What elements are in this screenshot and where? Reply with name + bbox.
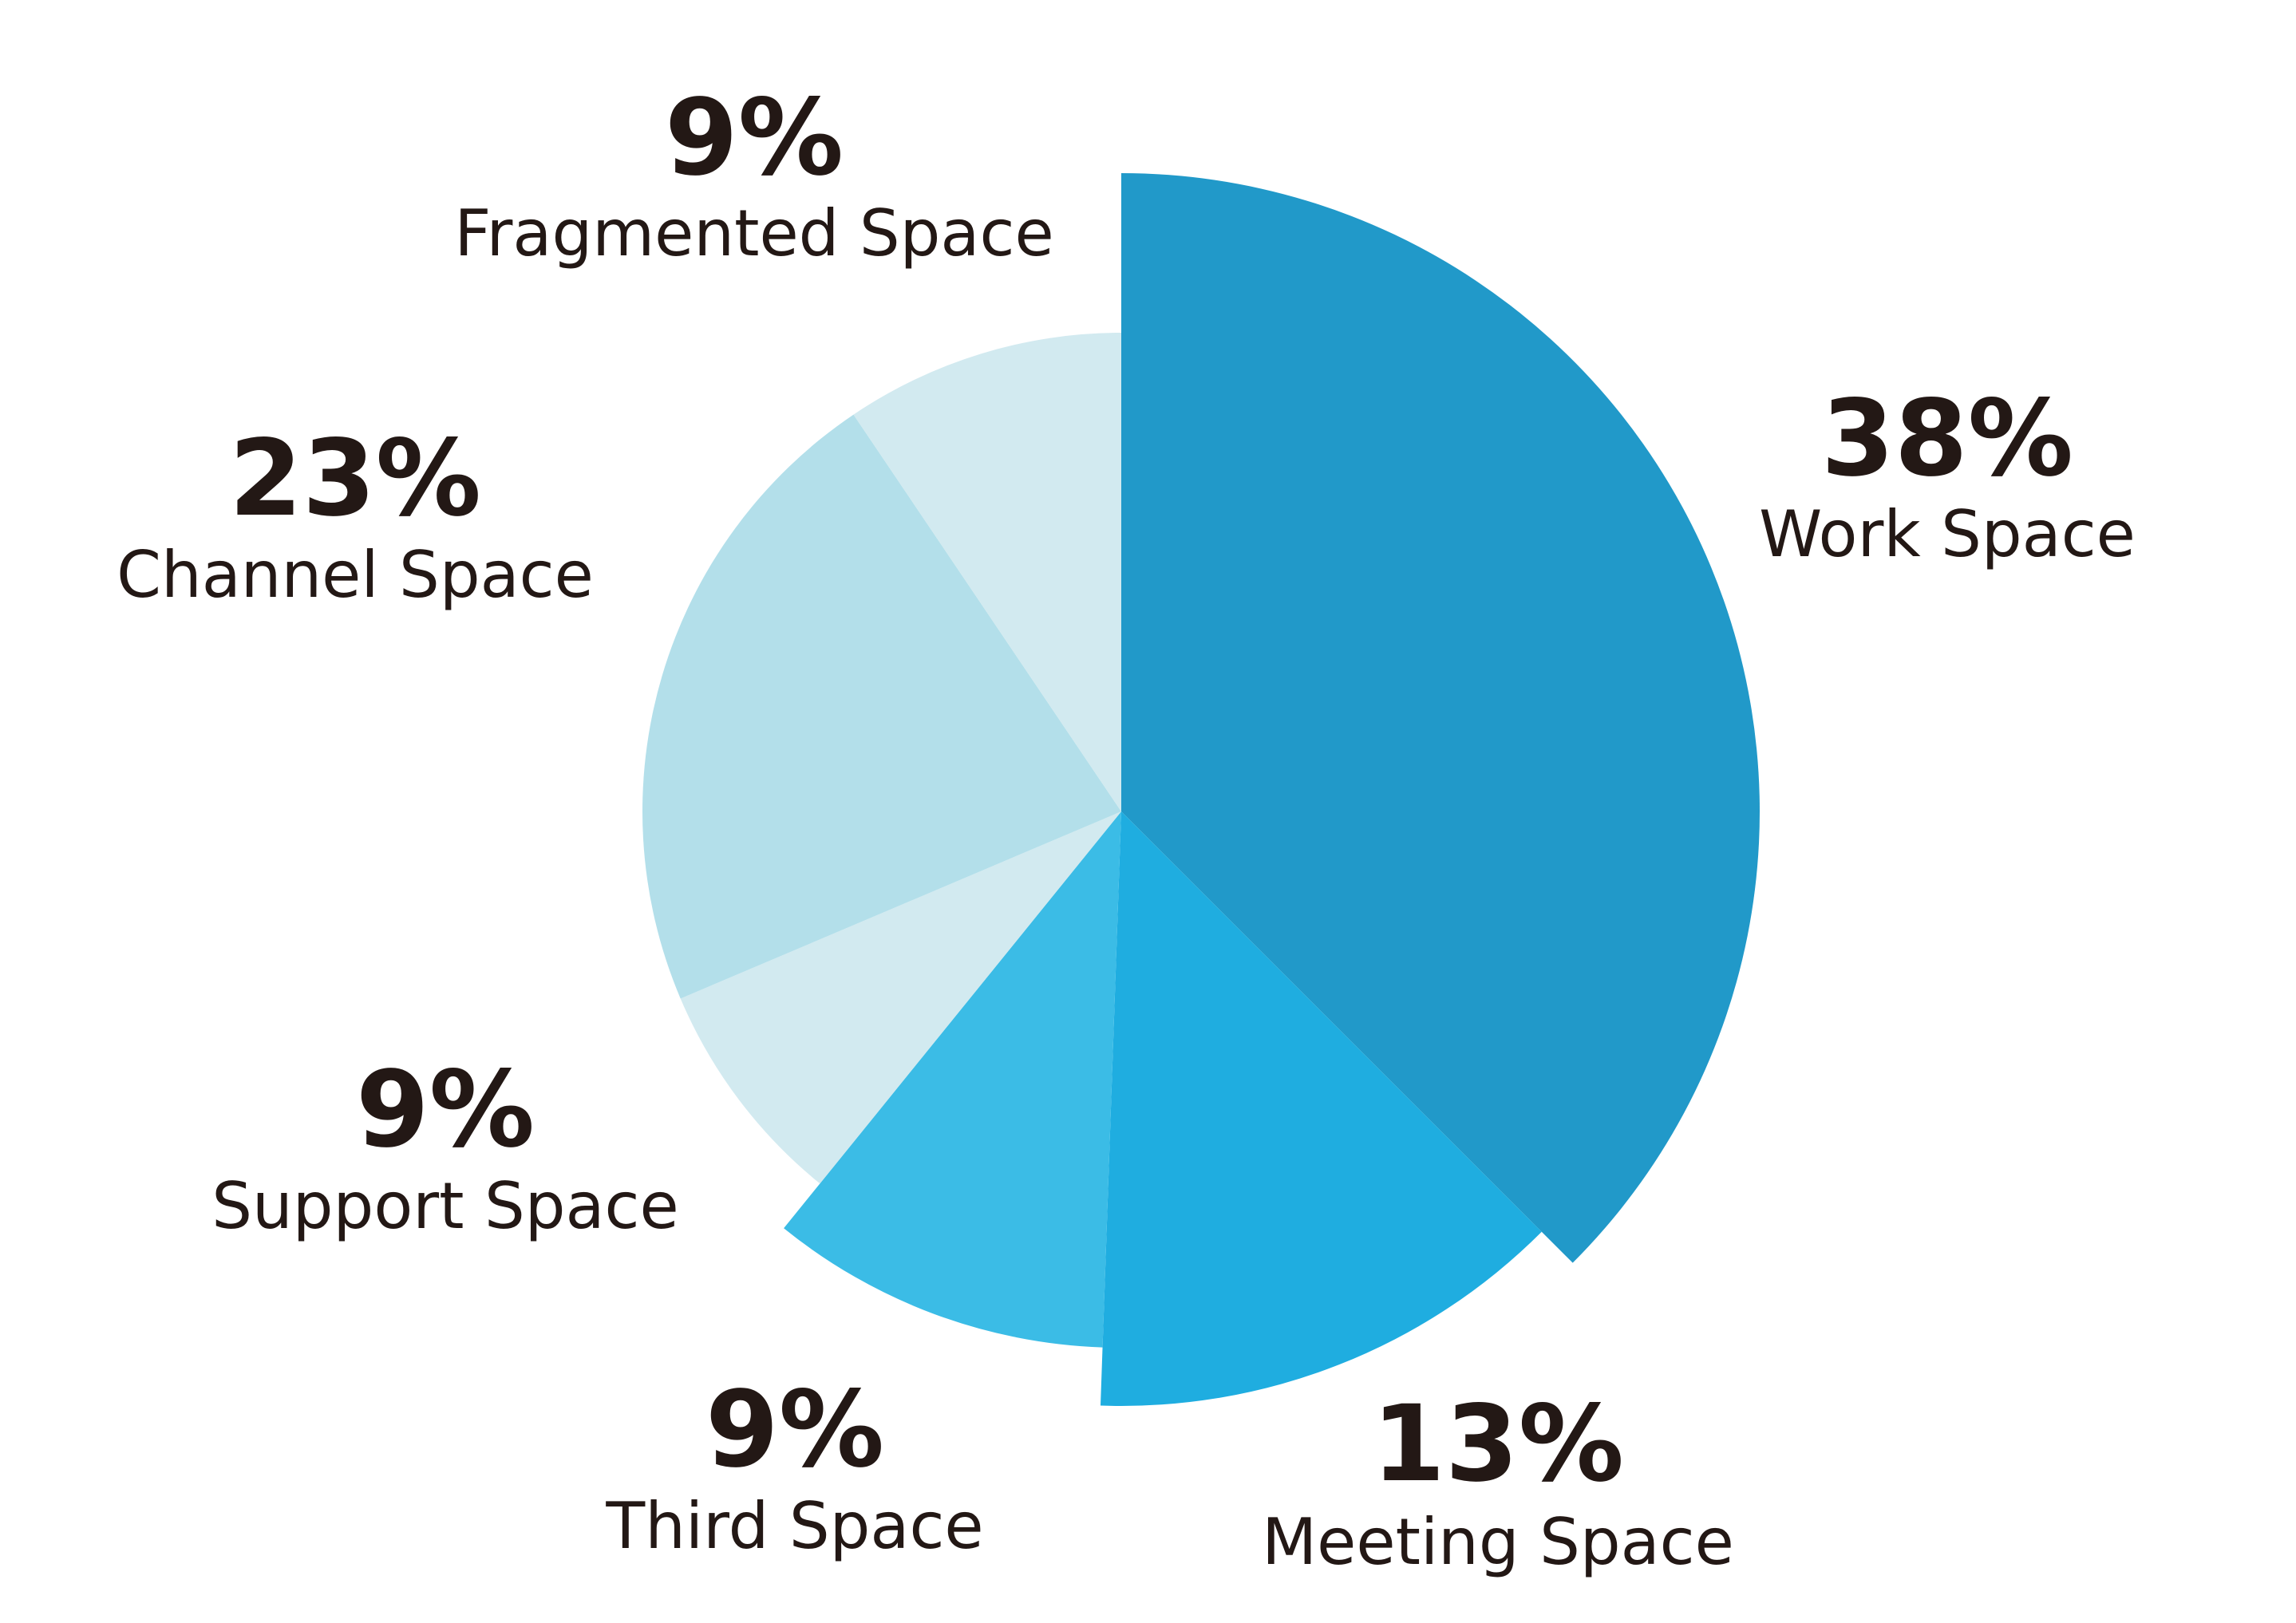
support-space-percent: 9%: [356, 1048, 535, 1171]
slice-fragmented-space: [853, 333, 1121, 812]
fragmented-space-name: Fragmented Space: [454, 196, 1053, 270]
third-space-percent: 9%: [705, 1368, 884, 1491]
slice-work-space: [1121, 173, 1760, 1263]
third-space-name: Third Space: [605, 1489, 983, 1563]
pie-slices: [642, 173, 1760, 1406]
slice-third-space: [784, 812, 1121, 1348]
work-space-percent: 38%: [1821, 377, 2073, 500]
meeting-space-name: Meeting Space: [1262, 1505, 1734, 1579]
slice-meeting-space: [1100, 812, 1542, 1406]
slice-channel-space: [642, 414, 1121, 999]
channel-space-name: Channel Space: [117, 538, 594, 612]
slice-support-space: [680, 812, 1121, 1184]
label-support-space: 9% Support Space: [211, 1048, 678, 1243]
label-work-space: 38% Work Space: [1759, 377, 2136, 571]
label-meeting-space: 13% Meeting Space: [1262, 1383, 1734, 1579]
label-fragmented-space: 9% Fragmented Space: [454, 77, 1053, 270]
support-space-name: Support Space: [211, 1169, 678, 1243]
fragmented-space-percent: 9%: [665, 77, 844, 199]
work-space-name: Work Space: [1759, 497, 2136, 571]
channel-space-percent: 23%: [229, 417, 481, 540]
label-third-space: 9% Third Space: [605, 1368, 983, 1563]
label-channel-space: 23% Channel Space: [117, 417, 594, 612]
meeting-space-percent: 13%: [1372, 1383, 1624, 1506]
